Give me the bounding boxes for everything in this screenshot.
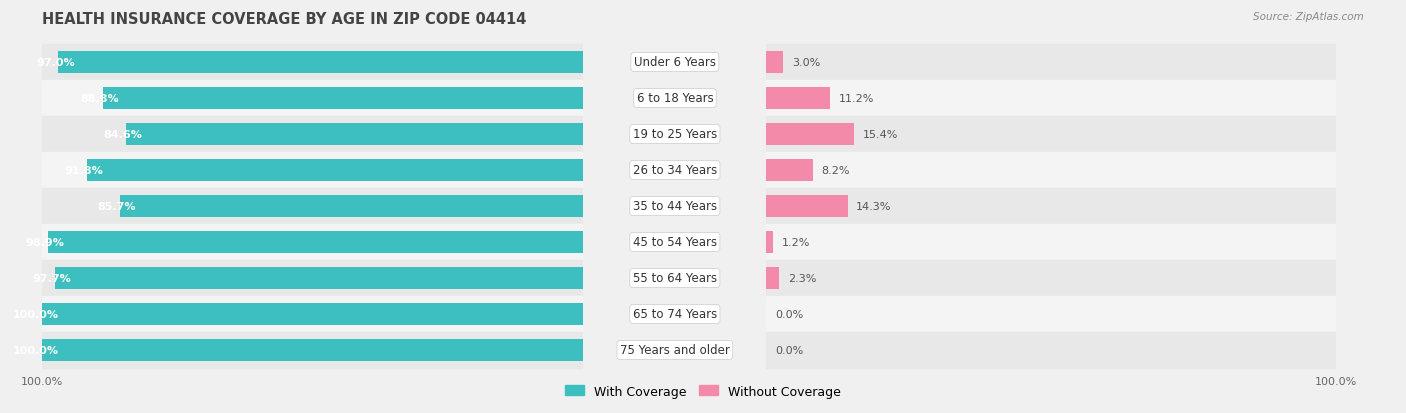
Text: 75 Years and older: 75 Years and older: [620, 344, 730, 357]
Bar: [42, 303, 583, 325]
Text: 55 to 64 Years: 55 to 64 Years: [633, 272, 717, 285]
Bar: [42, 224, 583, 260]
Text: 8.2%: 8.2%: [821, 166, 851, 176]
Bar: [42, 260, 583, 296]
Text: 11.2%: 11.2%: [838, 94, 875, 104]
Text: 14.3%: 14.3%: [856, 202, 891, 211]
Text: HEALTH INSURANCE COVERAGE BY AGE IN ZIP CODE 04414: HEALTH INSURANCE COVERAGE BY AGE IN ZIP …: [42, 12, 527, 27]
Text: 0.0%: 0.0%: [775, 309, 803, 319]
Bar: [42, 81, 583, 117]
Text: 45 to 54 Years: 45 to 54 Years: [633, 236, 717, 249]
Bar: [42, 332, 583, 368]
Bar: [766, 159, 813, 182]
Text: 84.6%: 84.6%: [103, 130, 142, 140]
Bar: [766, 260, 1336, 296]
Bar: [766, 332, 1336, 368]
Bar: [766, 81, 1336, 117]
Text: Source: ZipAtlas.com: Source: ZipAtlas.com: [1253, 12, 1364, 22]
Text: 91.8%: 91.8%: [65, 166, 103, 176]
Bar: [766, 123, 853, 146]
Legend: With Coverage, Without Coverage: With Coverage, Without Coverage: [561, 380, 845, 403]
Bar: [766, 189, 1336, 224]
Bar: [766, 296, 1336, 332]
Bar: [766, 231, 773, 254]
Bar: [766, 45, 1336, 81]
Text: 35 to 44 Years: 35 to 44 Years: [633, 200, 717, 213]
Text: 65 to 74 Years: 65 to 74 Years: [633, 308, 717, 321]
Text: 88.8%: 88.8%: [80, 94, 120, 104]
Text: Under 6 Years: Under 6 Years: [634, 56, 716, 69]
Bar: [42, 153, 583, 189]
Text: 100.0%: 100.0%: [13, 309, 59, 319]
Text: 19 to 25 Years: 19 to 25 Years: [633, 128, 717, 141]
Bar: [42, 189, 583, 224]
Bar: [766, 153, 1336, 189]
Text: 0.0%: 0.0%: [775, 345, 803, 355]
Text: 15.4%: 15.4%: [862, 130, 898, 140]
Bar: [59, 52, 583, 74]
Bar: [766, 224, 1336, 260]
Bar: [766, 267, 779, 290]
Text: 97.7%: 97.7%: [32, 273, 70, 283]
Bar: [103, 88, 583, 110]
Text: 3.0%: 3.0%: [792, 58, 820, 68]
Text: 1.2%: 1.2%: [782, 237, 810, 247]
Bar: [42, 117, 583, 153]
Bar: [48, 231, 583, 254]
Bar: [55, 267, 583, 290]
Text: 6 to 18 Years: 6 to 18 Years: [637, 92, 713, 105]
Bar: [766, 52, 783, 74]
Bar: [42, 45, 583, 81]
Text: 2.3%: 2.3%: [787, 273, 817, 283]
Bar: [125, 123, 583, 146]
Text: 98.9%: 98.9%: [25, 237, 65, 247]
Bar: [87, 159, 583, 182]
Text: 97.0%: 97.0%: [37, 58, 75, 68]
Text: 26 to 34 Years: 26 to 34 Years: [633, 164, 717, 177]
Bar: [766, 88, 830, 110]
Bar: [766, 117, 1336, 153]
Text: 85.7%: 85.7%: [97, 202, 136, 211]
Bar: [42, 339, 583, 361]
Bar: [766, 195, 848, 218]
Text: 100.0%: 100.0%: [13, 345, 59, 355]
Bar: [42, 296, 583, 332]
Bar: [120, 195, 583, 218]
